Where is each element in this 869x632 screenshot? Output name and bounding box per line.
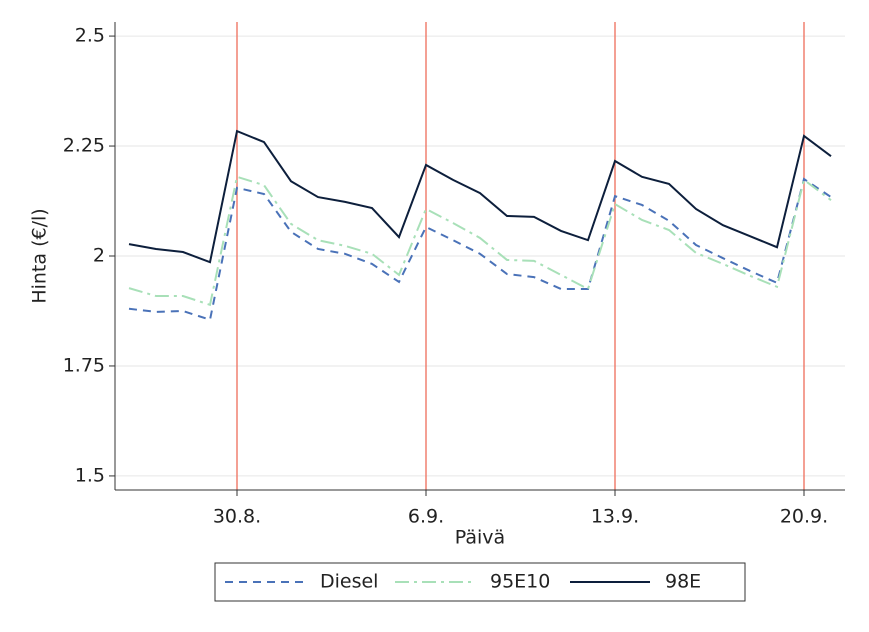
x-axis-label: Päivä [455, 527, 505, 549]
legend-box [214, 562, 746, 602]
legend-label: 95E10 [490, 571, 550, 593]
y-tick-label: 1.5 [75, 464, 105, 486]
legend-label: Diesel [320, 571, 378, 593]
y-tick-label: 1.75 [63, 354, 105, 376]
x-tick-label: 20.9. [780, 506, 828, 528]
line-series [128, 129, 832, 264]
line-series [128, 177, 832, 322]
legend-label: 98E [665, 571, 701, 593]
y-tick-label: 2.25 [63, 135, 105, 157]
line-series [128, 175, 832, 307]
y-tick-label: 2.5 [75, 25, 105, 47]
y-axis-label: Hinta (€/l) [29, 208, 51, 303]
x-tick-label: 13.9. [591, 506, 639, 528]
y-tick-label: 2 [93, 245, 105, 267]
x-tick-label: 30.8. [213, 506, 261, 528]
x-tick-label: 6.9. [408, 506, 444, 528]
